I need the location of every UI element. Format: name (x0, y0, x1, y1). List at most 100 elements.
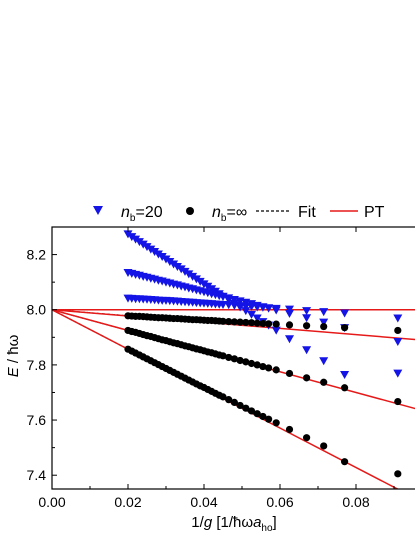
pt-line-2 (52, 308, 415, 341)
nbinf-point (236, 401, 244, 410)
x-tick-label: 0.06 (266, 494, 293, 510)
nbinf-point (341, 324, 349, 332)
nbinf-point (230, 318, 238, 326)
nbinf-point (247, 407, 256, 415)
nb20-point (195, 277, 205, 286)
nb20-point (127, 233, 137, 242)
nbinf-point (303, 374, 311, 382)
legend-entry-nb20: nb=20 (93, 204, 163, 224)
legend: nb=20 nb=∞ Fit PT (93, 204, 385, 224)
nbinf-point (225, 317, 233, 326)
axis-ticks: 0.00 0.02 0.04 0.06 0.08 7.4 7.6 7.8 8.0 8.2 (27, 226, 395, 510)
nbinf-point (272, 419, 280, 427)
nbinf-point (219, 317, 227, 325)
nbinf-point (259, 412, 267, 421)
nb20-point (252, 314, 262, 323)
nb20-point (319, 318, 329, 327)
nbinf-point (259, 319, 267, 328)
nbinf-point (285, 425, 294, 434)
nb20-point (319, 308, 329, 317)
nbinf-point (230, 398, 238, 407)
nbinf-point (265, 320, 273, 328)
nbinf-point (285, 369, 294, 378)
legend-entry-pt: PT (330, 204, 385, 221)
nbinf-point (265, 415, 273, 423)
nb20-point (199, 280, 209, 289)
nbinf-point (242, 404, 250, 412)
nbinf-point (230, 355, 238, 363)
nb20-point (188, 272, 198, 281)
nbinf-point (236, 356, 244, 365)
nb20-point (340, 309, 350, 318)
nb20-point (165, 257, 175, 266)
nb20-point (302, 314, 312, 323)
x-tick-label: 0.02 (114, 494, 141, 510)
legend-label-nb20: nb=20 (121, 204, 163, 224)
nb20-point (161, 255, 171, 264)
nbinf-point (341, 384, 349, 392)
nb20-point (180, 267, 190, 276)
nb20-point (138, 240, 148, 249)
nbinf-point (219, 352, 227, 360)
nbinf-point (394, 470, 402, 478)
nbinf-point (320, 322, 328, 331)
nbinf-point (285, 321, 294, 329)
legend-label-pt: PT (364, 204, 385, 221)
nbinf-point (341, 458, 349, 466)
nb20-point (340, 371, 350, 380)
nb20-point (393, 337, 403, 346)
nb20-point (302, 346, 312, 355)
nb20-point (393, 314, 403, 323)
legend-label-nbinf: nb=∞ (212, 204, 247, 224)
nb20-point (150, 248, 160, 257)
legend-entry-fit: Fit (256, 204, 316, 221)
nb20-point (134, 238, 144, 247)
nb20-point (271, 304, 281, 313)
y-tick-label: 8.0 (27, 302, 47, 318)
y-tick-label: 7.8 (27, 357, 47, 373)
nbinf-point (394, 397, 402, 406)
legend-marker-triangle (93, 206, 103, 215)
nbinf-point (272, 320, 280, 328)
nbinf-point (242, 358, 250, 366)
nb20-point (271, 326, 281, 335)
nbinf-point (236, 318, 244, 326)
nb20-point (285, 305, 294, 314)
nb20-point (184, 270, 194, 279)
nb20-point (169, 260, 179, 269)
nbinf-point (247, 359, 256, 368)
nbinf-point (247, 319, 256, 327)
nbinf-point (253, 410, 261, 418)
nb20-point (176, 265, 186, 274)
y-tick-label: 7.6 (27, 412, 47, 428)
nbinf-point (265, 364, 273, 372)
nbinf-point (320, 442, 328, 450)
x-tick-label: 0.04 (190, 494, 217, 510)
legend-entry-nbinf: nb=∞ (186, 204, 247, 224)
nb20-point (285, 309, 294, 318)
nb20-point (241, 307, 251, 316)
legend-marker-circle (186, 207, 194, 215)
nbinf-point (219, 393, 227, 401)
x-axis-title: 1/g [1/ħωaho] (191, 514, 276, 534)
nb20-point (393, 369, 403, 378)
nb20-point (247, 310, 256, 319)
y-tick-label: 7.4 (27, 467, 47, 483)
nb20-point (302, 307, 312, 316)
nb20-point (191, 275, 201, 284)
nb20-point (157, 253, 167, 262)
plot-area (52, 230, 415, 489)
nbinf-point (253, 319, 261, 327)
pt-line-4 (52, 309, 400, 489)
legend-label-fit: Fit (298, 204, 316, 221)
nb20-point (172, 262, 182, 271)
nbinf-point (242, 318, 250, 327)
nbinf-point (259, 362, 267, 371)
y-tick-label: 8.2 (27, 247, 47, 263)
nb20-point (146, 245, 156, 254)
nb20-point (203, 282, 213, 291)
nbinf-point (253, 361, 261, 369)
nb20-point (319, 357, 329, 366)
nbinf-point (394, 326, 402, 335)
